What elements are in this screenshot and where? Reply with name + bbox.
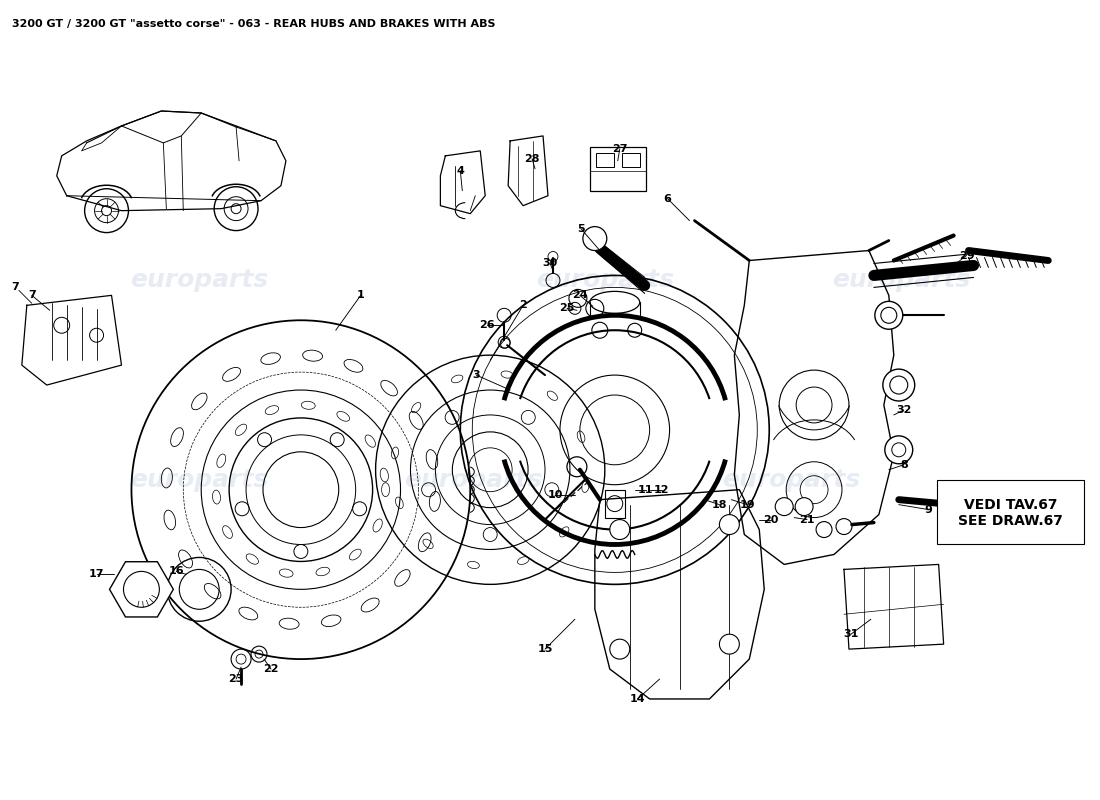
Circle shape	[719, 514, 739, 534]
Circle shape	[719, 634, 739, 654]
Circle shape	[884, 436, 913, 464]
Text: 17: 17	[89, 570, 104, 579]
Bar	[596, 153, 614, 167]
Circle shape	[776, 498, 793, 515]
Text: europarts: europarts	[130, 269, 268, 293]
Text: 4: 4	[456, 166, 464, 176]
Text: europarts: europarts	[832, 269, 970, 293]
Text: 1: 1	[356, 290, 364, 300]
Text: 14: 14	[630, 694, 646, 704]
Text: 6: 6	[663, 194, 671, 204]
Text: 22: 22	[263, 664, 278, 674]
Text: 32: 32	[896, 405, 912, 415]
Text: 8: 8	[900, 460, 908, 470]
Bar	[621, 153, 640, 167]
Text: VEDI TAV.67
SEE DRAW.67: VEDI TAV.67 SEE DRAW.67	[958, 498, 1063, 528]
Text: 16: 16	[168, 566, 184, 577]
Text: europarts: europarts	[130, 468, 268, 492]
Text: 23: 23	[229, 674, 244, 684]
Circle shape	[609, 519, 629, 539]
Text: 12: 12	[653, 485, 670, 494]
Text: 28: 28	[525, 154, 540, 164]
Bar	[937, 480, 1085, 545]
Text: 10: 10	[548, 490, 563, 500]
Text: 9: 9	[925, 505, 933, 514]
Text: europarts: europarts	[404, 468, 542, 492]
Text: 30: 30	[542, 258, 558, 269]
Text: 26: 26	[480, 320, 495, 330]
Text: europarts: europarts	[722, 468, 860, 492]
Circle shape	[609, 639, 629, 659]
Polygon shape	[110, 562, 174, 617]
Circle shape	[583, 226, 607, 250]
Text: 2: 2	[519, 300, 527, 310]
Text: 24: 24	[572, 290, 587, 300]
Bar	[605, 490, 625, 518]
Text: 7: 7	[11, 282, 19, 292]
Text: 25: 25	[559, 303, 574, 314]
Bar	[590, 147, 646, 190]
Text: europarts: europarts	[536, 269, 674, 293]
Circle shape	[883, 369, 915, 401]
Text: 27: 27	[612, 144, 627, 154]
Text: 5: 5	[578, 223, 585, 234]
Text: 7: 7	[28, 290, 35, 300]
Text: 29: 29	[959, 250, 975, 261]
Circle shape	[874, 302, 903, 330]
Text: 11: 11	[638, 485, 653, 494]
Circle shape	[795, 498, 813, 515]
Text: 18: 18	[712, 500, 727, 510]
Text: 31: 31	[844, 629, 859, 639]
Text: 15: 15	[537, 644, 552, 654]
Text: 3200 GT / 3200 GT "assetto corse" - 063 - REAR HUBS AND BRAKES WITH ABS: 3200 GT / 3200 GT "assetto corse" - 063 …	[12, 19, 495, 30]
Text: 19: 19	[739, 500, 755, 510]
Text: 21: 21	[800, 514, 815, 525]
Text: 20: 20	[763, 514, 779, 525]
Text: 3: 3	[472, 370, 480, 380]
